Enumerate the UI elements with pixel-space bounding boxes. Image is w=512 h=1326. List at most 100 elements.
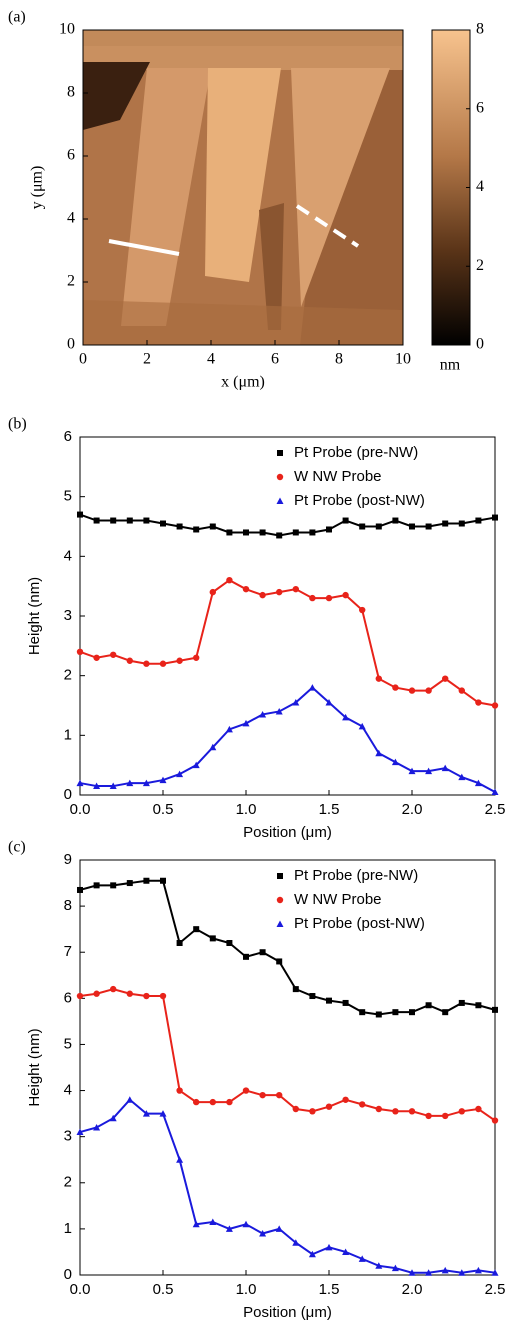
x-tick-label: 4 [207,351,215,368]
series-line [79,988,496,1122]
marker [76,779,84,787]
marker [126,1096,134,1103]
marker [176,523,183,530]
marker [391,1264,399,1272]
plot-frame [79,859,496,1276]
marker [375,1262,383,1269]
marker [276,1091,283,1099]
marker [458,999,465,1006]
x-tick-label: 8 [335,351,343,368]
marker [109,1114,117,1122]
legend-label: Pt Probe (pre-NW) [294,867,418,884]
marker [342,1248,350,1255]
marker [408,1108,416,1115]
legend-label: Pt Probe (pre-NW) [294,444,418,461]
series-line [79,879,496,1016]
marker [242,1087,250,1094]
marker [408,687,416,694]
marker [176,1087,183,1094]
marker [176,657,183,664]
y-tick-label: 6 [64,989,72,1006]
legend-marker [276,920,284,927]
marker [342,713,350,721]
marker [292,1239,300,1246]
marker [458,687,465,694]
marker [259,591,266,599]
colorbar-tick-label: 8 [476,21,484,38]
y-tick-label: 3 [64,607,72,624]
marker [441,1266,449,1274]
marker [209,935,216,942]
marker [425,523,432,530]
y-tick-label: 4 [64,547,72,564]
marker [309,993,316,1000]
y-tick-label: 1 [64,1220,72,1237]
marker [243,953,249,960]
marker [358,722,366,730]
y-tick-label: 8 [64,897,72,914]
marker [442,520,449,527]
marker [276,588,283,596]
legend-marker [276,497,284,504]
marker [491,1269,499,1276]
marker [209,588,216,596]
marker [491,1117,499,1124]
y-tick-label: 2 [67,273,75,290]
marker [325,699,333,706]
marker [292,986,299,993]
legend-marker [277,450,283,456]
marker [425,1002,432,1009]
marker [292,699,300,706]
marker [259,949,266,956]
marker [326,526,332,533]
series-line [79,1098,496,1274]
marker [176,770,184,778]
marker [275,707,283,715]
y-tick-label: 2 [64,667,72,684]
marker [442,675,449,682]
marker [159,992,167,1000]
marker [491,788,499,796]
y-tick-label: 3 [64,1128,72,1145]
marker [209,1098,216,1106]
x-tick-label: 0 [79,351,87,368]
marker [325,1103,333,1110]
legend-label: W NW Probe [294,891,382,908]
marker [342,517,349,524]
marker [308,684,316,691]
marker [325,1243,333,1251]
marker [209,523,216,530]
marker [109,782,117,790]
colorbar-tick-label: 4 [476,178,484,195]
marker [409,523,415,530]
marker [474,1266,482,1274]
legend-marker [276,896,284,904]
marker [93,782,101,790]
y-tick-label: 1 [64,726,72,743]
marker [193,926,200,933]
x-tick-label: 2.0 [402,1281,423,1298]
marker [409,1009,415,1016]
marker [325,594,333,602]
colorbar-tick-label: 0 [476,336,484,353]
x-tick-label: 10 [395,351,411,368]
marker [259,710,267,718]
marker [110,882,117,889]
marker [408,767,416,775]
y-axis-label: Height (nm) [26,577,43,655]
legend-label: Pt Probe (post-NW) [294,492,425,509]
marker [93,882,100,889]
marker [259,1091,266,1099]
marker [126,990,133,997]
x-tick-label: 6 [271,351,279,368]
marker [358,1255,366,1262]
marker [110,517,117,524]
marker [359,1101,366,1108]
x-tick-label: 2.0 [402,801,423,818]
marker [475,1105,482,1113]
marker [309,529,316,536]
marker [209,1218,217,1225]
marker [408,1269,416,1276]
marker [491,702,499,709]
